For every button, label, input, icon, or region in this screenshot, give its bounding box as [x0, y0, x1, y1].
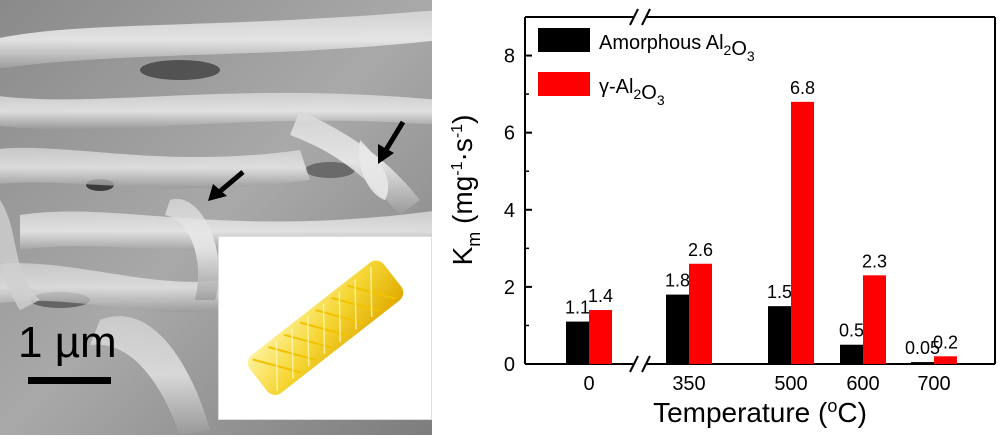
- legend-label-amorphous: Amorphous Al2O3: [599, 32, 755, 64]
- data-label-gamma-350: 2.6: [688, 240, 713, 260]
- data-label-gamma-0: 1.4: [588, 286, 613, 306]
- data-label-gamma-600: 2.3: [862, 251, 887, 271]
- bar-gamma-500: [791, 101, 814, 365]
- bar-amorphous-700: [911, 362, 934, 364]
- x-tick-label-350: 350: [672, 373, 705, 395]
- data-label-gamma-700: 0.2: [933, 332, 958, 352]
- x-tick-label-500: 500: [774, 373, 807, 395]
- legend-swatch-amorphous: [538, 28, 590, 52]
- legend-label-gamma: γ-Al2O3: [599, 76, 665, 108]
- nanotube-model-inset: [218, 236, 432, 420]
- data-label-gamma-500: 6.8: [790, 78, 815, 98]
- sem-image: [0, 0, 440, 435]
- bar-amorphous-500: [768, 306, 791, 364]
- data-label-amorphous-500: 1.5: [767, 282, 792, 302]
- bar-gamma-0: [589, 310, 612, 364]
- arrow-marker-2: [378, 120, 406, 164]
- y-axis-title: Km (mg-1·s-1): [447, 115, 484, 266]
- y-tick-label-4: 4: [504, 200, 515, 222]
- chart-svg: 0 2 4 6 8 1.1 1.8 1.5 0.5 0.05 1.4 2.6 6.8 2.3 0.2 0 350…: [447, 8, 996, 428]
- legend-swatch-gamma: [538, 72, 590, 96]
- axis-break-mark-top: [641, 8, 651, 26]
- sem-micrograph: 1 µm: [0, 0, 440, 435]
- bar-amorphous-0: [566, 321, 589, 364]
- data-label-amorphous-0: 1.1: [565, 298, 590, 318]
- scale-bar: [28, 377, 111, 384]
- arrow-marker-1: [208, 170, 245, 201]
- rate-constant-bar-chart: 0 2 4 6 8 1.1 1.8 1.5 0.5 0.05 1.4 2.6 6.8 2.3 0.2 0 350…: [432, 0, 1000, 435]
- scale-bar-label: 1 µm: [18, 318, 117, 367]
- data-label-amorphous-350: 1.8: [665, 271, 690, 291]
- bar-gamma-350: [689, 263, 712, 364]
- x-axis-title: Temperature (oC): [653, 396, 867, 428]
- bar-gamma-700: [934, 356, 957, 364]
- bar-gamma-600: [863, 275, 886, 364]
- x-tick-label-600: 600: [846, 373, 879, 395]
- axis-break-mark-bottom: [641, 355, 651, 373]
- y-tick-label-6: 6: [504, 123, 515, 145]
- nanotube-model-image: [247, 260, 404, 395]
- y-tick-label-2: 2: [504, 277, 515, 299]
- data-label-amorphous-700: 0.05: [905, 338, 940, 358]
- axis-break-mark-top: [629, 8, 639, 26]
- axis-break-mark-bottom: [629, 355, 639, 373]
- bar-amorphous-600: [840, 344, 863, 364]
- x-tick-label-700: 700: [917, 373, 950, 395]
- y-tick-label-8: 8: [504, 46, 515, 68]
- bar-amorphous-350: [666, 294, 689, 364]
- x-tick-label-0: 0: [583, 373, 594, 395]
- data-label-amorphous-600: 0.5: [839, 321, 864, 341]
- y-tick-label-0: 0: [504, 354, 515, 376]
